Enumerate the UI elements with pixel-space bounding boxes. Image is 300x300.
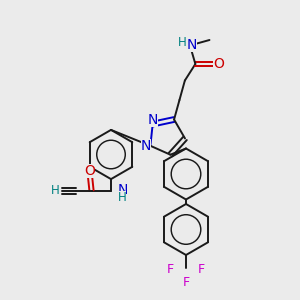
Text: F: F xyxy=(182,275,190,289)
Text: N: N xyxy=(141,140,152,153)
Text: O: O xyxy=(213,57,224,71)
Text: F: F xyxy=(167,262,174,276)
Text: H: H xyxy=(178,36,187,49)
Text: O: O xyxy=(85,164,95,178)
Text: H: H xyxy=(118,190,126,204)
Text: N: N xyxy=(186,38,197,52)
Text: F: F xyxy=(198,262,205,276)
Text: H: H xyxy=(50,184,59,197)
Text: N: N xyxy=(118,184,128,197)
Text: N: N xyxy=(148,113,158,127)
